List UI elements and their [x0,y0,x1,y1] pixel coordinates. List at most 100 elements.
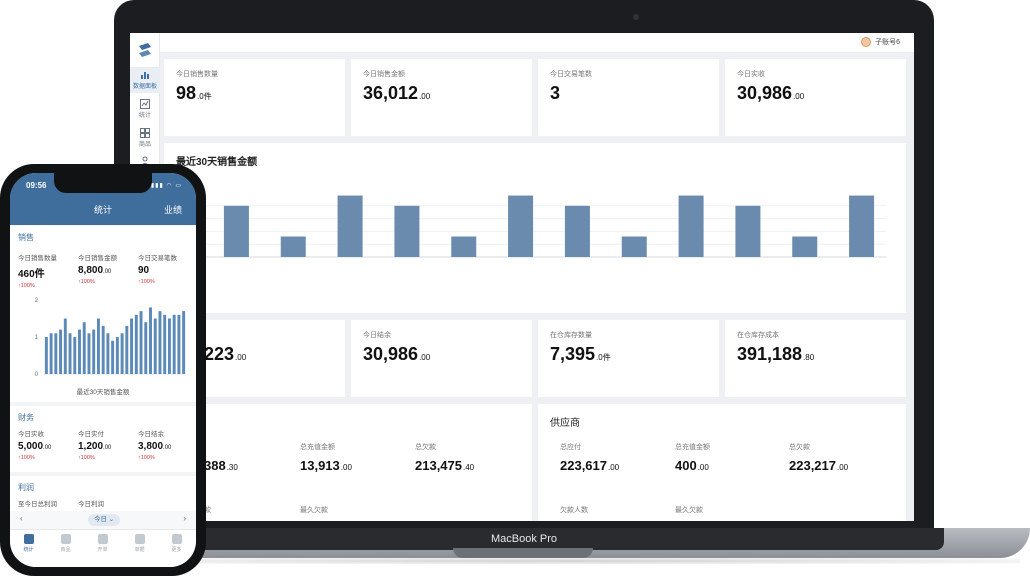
chart-bar [139,311,143,374]
kpi-value: 30,986.00 [363,344,431,364]
kpi-label: 今日实收 [737,71,765,78]
sales-bar-chart [204,195,886,258]
chart-bar [144,322,148,374]
chart-bar [68,333,72,374]
chart-bar [621,236,647,257]
chart-bar [735,205,761,257]
stat-transactions: 今日交易笔数 90 ↑100% [138,255,177,285]
panel-label: 总欠款 [789,444,810,451]
panel-value: 223,617.00 [560,458,620,473]
tab-orders[interactable]: 开单 [84,534,121,553]
chart-bar [177,314,181,374]
chart-bar [451,236,477,257]
panel-label: 总充值金额 [300,444,335,451]
panel-label: 总应付 [560,444,581,451]
laptop-brand-label: MacBook Pro [104,528,944,550]
supplier-panel: 供应商 总应付 223,617.00 总充值金额 400.00 总欠款 223,… [538,404,906,521]
chart-bar [87,333,91,374]
chart-bar [508,195,534,257]
sidebar-item-dashboard[interactable]: 数据面板 [130,67,160,93]
y-tick-label: 0 [35,372,39,378]
stat-sales-amount: 今日销售金额 8,800.00 ↑100% [78,255,117,285]
kpi-value: 36,012.00 [363,83,431,103]
date-dropdown[interactable]: 今日 ⌄ [88,514,121,526]
kpi-card-transactions: 今日交易笔数 3 [538,59,719,136]
panel-value: 388.30 [204,458,238,473]
chart-bar [130,318,134,374]
sidebar-item-label: 数据面板 [132,84,157,90]
customer-panel: 388.30 总充值金额 13,913.00 总欠款 213,475.40 款 … [164,404,532,521]
user-menu[interactable]: 子账号6 [861,37,900,47]
chart-caption: 最近30天销售金额 [76,389,130,396]
document-icon [134,534,145,544]
webcam [633,14,639,20]
laptop-screen: 数据面板 统计 商品 子账号6 今日销售数量 98.0件 [130,33,914,521]
profit-section: 利润 至今日总利润 今日利润 [10,476,196,511]
sidebar-item-stats[interactable]: 统计 [130,96,160,122]
section-title: 销售 [18,233,34,242]
tab-stats[interactable]: 统计 [10,534,47,553]
panel-value: 400.00 [675,458,709,473]
y-tick-label: 1 [35,335,39,341]
kpi-label: 今日销售数量 [176,71,218,78]
chart-bar [125,325,129,374]
stat-today-profit: 今日利润 [78,501,104,508]
chart-bar [167,318,171,374]
chart-bar [59,329,63,374]
kpi-label: 今日销售金额 [363,71,405,78]
laptop-base-notch [453,548,593,558]
avatar [861,37,872,47]
chart-bar [337,195,363,257]
chart-bar [678,195,704,257]
phone-header: 09:56 ▮▮▮ ◠ ▭ 统计 业绩 [10,173,196,225]
stat-paid: 今日实付 1,200.00 ↑100% [78,431,112,461]
kpi-card-stock-cost: 在仓库存成本 391,188.80 [725,320,906,397]
chart-title: 最近30天销售金额 [176,157,258,168]
tab-products[interactable]: 商品 [47,534,84,553]
chevron-right-icon[interactable]: › [183,514,186,523]
chevron-left-icon[interactable]: ‹ [20,514,23,523]
panel-label: 最久欠款 [300,507,328,514]
kpi-value: 223.00 [204,344,247,364]
kpi-card-sales-amount: 今日销售金额 36,012.00 [351,59,532,136]
stat-received: 今日实收 5,000.00 ↑100% [18,431,52,461]
chart-bar [49,333,53,374]
chart-bar [115,337,119,374]
tab-documents[interactable]: 单据 [121,534,158,553]
section-title: 利润 [18,483,34,492]
finance-section: 财务 今日实收 5,000.00 ↑100% 今日实付 1,200.00 ↑10… [10,406,196,472]
grid-icon [60,534,71,544]
chart-bar [78,329,81,374]
panel-label: 总欠款 [415,444,436,451]
performance-tab[interactable]: 业绩 [163,205,182,215]
sidebar-item-products[interactable]: 商品 [130,125,160,151]
panel-label: 最久欠款 [675,507,703,514]
chart-bar [73,337,77,374]
panel-label: 欠款人数 [560,507,588,514]
stat-total-profit: 至今日总利润 [18,501,57,508]
chart-bar [564,205,590,257]
chart-bar [63,318,67,374]
kpi-label: 今日交易笔数 [550,71,592,78]
chart-bar [172,314,176,374]
chart-bar [223,205,249,257]
user-name: 子账号6 [875,39,900,46]
tab-more[interactable]: 更多 [158,534,195,553]
chart-bar [54,333,58,374]
phone-notch [54,173,152,193]
grid-icon [140,128,150,138]
panel-value: 213,475.40 [415,458,475,473]
sidebar-item-label: 统计 [138,113,151,119]
kpi-value: 3 [550,83,561,103]
panel-title: 供应商 [550,418,580,429]
stat-sales-qty: 今日销售数量 460件 ↑100% [18,255,57,289]
panel-value: 223,217.00 [789,458,849,473]
laptop-shadow [120,558,1020,564]
chart-bar [106,333,110,374]
chart-bar [163,314,167,374]
kpi-card-sales-qty: 今日销售数量 98.0件 [164,59,345,136]
kpi-value: 391,188.80 [737,344,815,364]
chart-bar [101,325,105,374]
phone-screen: 09:56 ▮▮▮ ◠ ▭ 统计 业绩 销售 今日销售数量 460件 ↑100%… [10,173,196,567]
date-selector-bar: ‹ 今日 ⌄ › [10,511,196,529]
